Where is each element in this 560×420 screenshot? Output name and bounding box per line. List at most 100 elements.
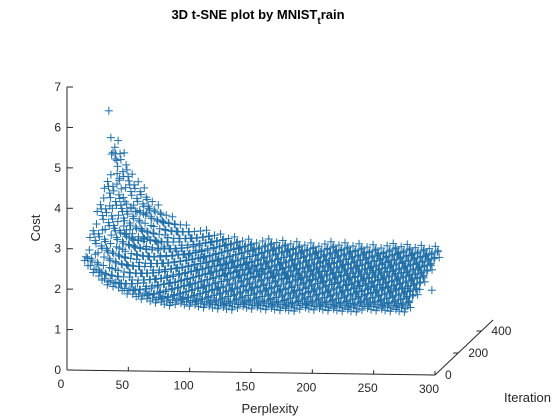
data-point bbox=[227, 239, 236, 248]
data-point bbox=[251, 278, 260, 287]
data-point bbox=[182, 275, 191, 284]
data-point bbox=[130, 242, 139, 251]
data-point bbox=[288, 272, 297, 281]
data-point bbox=[315, 284, 324, 293]
data-point bbox=[203, 246, 212, 255]
data-point bbox=[391, 245, 400, 254]
data-point bbox=[213, 284, 222, 293]
data-point bbox=[300, 294, 309, 303]
data-point bbox=[105, 254, 114, 263]
data-point bbox=[112, 258, 121, 267]
data-point bbox=[418, 257, 427, 266]
data-point bbox=[234, 272, 243, 281]
data-point bbox=[281, 285, 290, 294]
data-point bbox=[137, 225, 146, 234]
data-point bbox=[156, 209, 165, 218]
data-point bbox=[111, 265, 120, 274]
data-point bbox=[288, 298, 297, 307]
data-point bbox=[164, 292, 173, 301]
data-point bbox=[106, 239, 115, 248]
data-point bbox=[206, 251, 215, 260]
data-point bbox=[150, 289, 159, 298]
data-point bbox=[304, 262, 313, 271]
data-point bbox=[204, 281, 213, 290]
data-point bbox=[281, 304, 290, 313]
data-point bbox=[243, 247, 252, 256]
data-point bbox=[206, 298, 215, 307]
data-point bbox=[102, 244, 111, 253]
data-point bbox=[148, 197, 157, 206]
data-point bbox=[316, 257, 325, 266]
data-point bbox=[309, 305, 318, 314]
data-point bbox=[434, 246, 443, 255]
data-point bbox=[359, 275, 368, 284]
data-point bbox=[304, 297, 313, 306]
data-point bbox=[240, 253, 249, 262]
data-point bbox=[353, 278, 362, 287]
data-point bbox=[313, 253, 322, 262]
data-point bbox=[347, 252, 356, 261]
data-point bbox=[114, 190, 123, 199]
data-point bbox=[241, 241, 250, 250]
data-point bbox=[195, 289, 204, 298]
data-point bbox=[334, 241, 343, 250]
data-point bbox=[335, 257, 344, 266]
data-point bbox=[121, 230, 130, 239]
data-point bbox=[231, 279, 240, 288]
data-point bbox=[288, 299, 297, 308]
data-point bbox=[341, 238, 350, 247]
data-point bbox=[419, 246, 428, 255]
data-point bbox=[267, 283, 276, 292]
data-point bbox=[124, 240, 133, 249]
data-point bbox=[323, 244, 332, 253]
data-point bbox=[322, 245, 331, 254]
data-point bbox=[288, 282, 297, 291]
data-point bbox=[95, 232, 104, 241]
data-point bbox=[342, 255, 351, 264]
data-point bbox=[355, 281, 364, 290]
data-point bbox=[181, 288, 190, 297]
data-point bbox=[103, 246, 112, 255]
data-point bbox=[186, 267, 195, 276]
data-point bbox=[210, 231, 219, 240]
data-point bbox=[220, 241, 229, 250]
data-point bbox=[420, 277, 429, 286]
data-point bbox=[119, 222, 128, 231]
data-point bbox=[161, 252, 170, 261]
data-point bbox=[249, 273, 258, 282]
data-point bbox=[116, 201, 125, 210]
data-point bbox=[225, 252, 234, 261]
data-point bbox=[112, 156, 121, 165]
data-point bbox=[183, 293, 192, 302]
data-point bbox=[309, 243, 318, 252]
data-point bbox=[383, 257, 392, 266]
data-point bbox=[210, 279, 219, 288]
data-point bbox=[168, 212, 177, 221]
data-point bbox=[229, 290, 238, 299]
data-point bbox=[295, 259, 304, 268]
data-point bbox=[420, 261, 429, 270]
data-point bbox=[205, 280, 214, 289]
data-point bbox=[89, 226, 98, 235]
data-point bbox=[106, 193, 115, 202]
data-point bbox=[261, 269, 270, 278]
data-point bbox=[120, 148, 129, 157]
data-point bbox=[205, 231, 214, 240]
data-point bbox=[375, 254, 384, 263]
data-point bbox=[197, 247, 206, 256]
data-point bbox=[121, 253, 130, 262]
data-point bbox=[232, 294, 241, 303]
data-point bbox=[97, 268, 106, 277]
data-point bbox=[198, 283, 207, 292]
axes bbox=[66, 86, 494, 376]
data-point bbox=[96, 200, 105, 209]
data-point bbox=[259, 280, 268, 289]
data-point bbox=[221, 241, 230, 250]
data-point bbox=[320, 240, 329, 249]
data-point bbox=[239, 254, 248, 263]
data-point bbox=[183, 262, 192, 271]
data-point bbox=[174, 283, 183, 292]
data-point bbox=[197, 277, 206, 286]
data-point bbox=[251, 294, 260, 303]
